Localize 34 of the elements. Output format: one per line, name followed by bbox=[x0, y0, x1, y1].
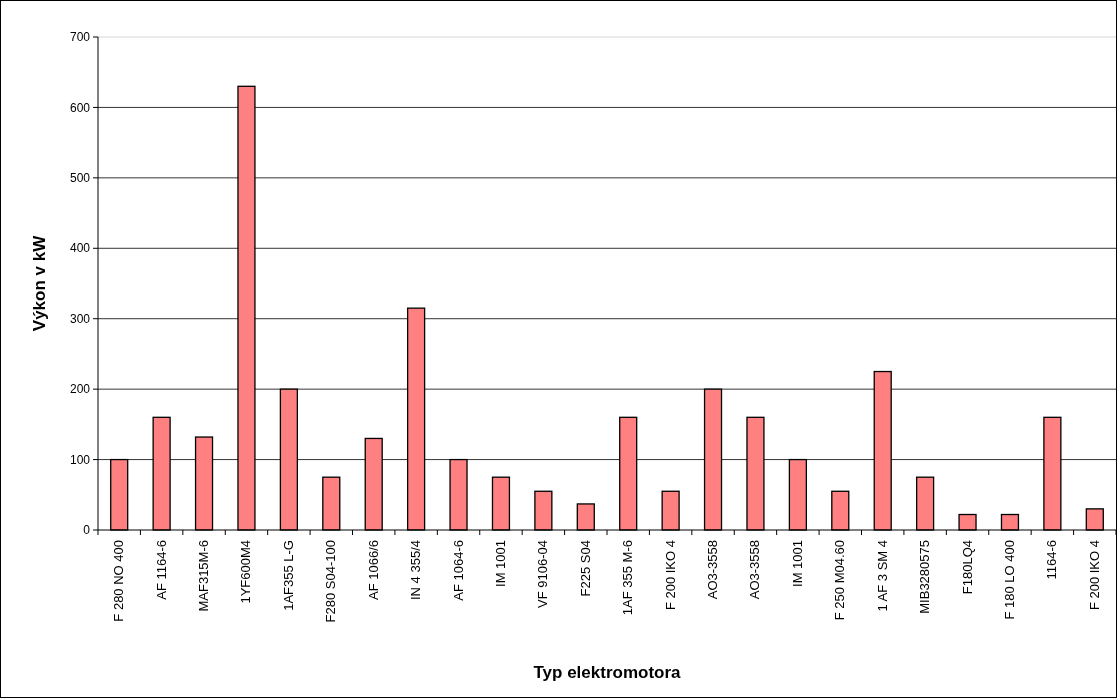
x-tick-label: AF 1064-6 bbox=[450, 540, 466, 601]
y-tick-label: 0 bbox=[83, 523, 91, 538]
y-tick-label: 100 bbox=[69, 452, 91, 467]
x-tick-label: MAF315M-6 bbox=[196, 540, 212, 612]
x-tick-label: 1AF 355 M-6 bbox=[620, 540, 636, 616]
x-tick-label: IM 1001 bbox=[492, 540, 508, 587]
x-tick-label: F225 S04 bbox=[577, 540, 593, 597]
y-axis-title: Výkon v kW bbox=[30, 234, 49, 332]
y-tick-label: 300 bbox=[69, 311, 91, 326]
x-tick-label: 1AF355 L-G bbox=[280, 540, 296, 611]
x-tick-label: F180LQ4 bbox=[959, 540, 975, 595]
x-tick-label: AO3-3558 bbox=[705, 540, 721, 600]
x-tick-label: AF 1164-6 bbox=[153, 540, 169, 600]
x-tick-label: 1YF600M4 bbox=[238, 540, 254, 604]
x-tick-label: IM 1001 bbox=[789, 540, 805, 587]
x-tick-label: F280 S04-100 bbox=[323, 540, 339, 623]
x-tick-label: MIB3280575 bbox=[917, 540, 933, 614]
x-tick-label: F 200 IKO 4 bbox=[1086, 540, 1102, 611]
x-tick-label: F 250 M04.60 bbox=[832, 540, 848, 621]
x-tick-label: 1164-6 bbox=[1044, 540, 1060, 580]
x-tick-label: AO3-3558 bbox=[747, 540, 763, 600]
x-tick-label: 1 AF 3 SM 4 bbox=[874, 540, 890, 612]
x-axis-title: Typ elektromotora bbox=[533, 663, 682, 682]
y-tick-label: 700 bbox=[69, 30, 91, 45]
y-tick-label: 600 bbox=[69, 100, 91, 115]
x-tick-label: F 200 IKO 4 bbox=[662, 540, 678, 611]
y-tick-label: 400 bbox=[69, 241, 91, 256]
x-tick-label: IN 4 355/4 bbox=[408, 540, 424, 600]
x-tick-label: F 280 NO 400 bbox=[111, 540, 127, 622]
x-tick-label: F 180 LO 400 bbox=[1001, 540, 1017, 620]
y-tick-label: 500 bbox=[69, 171, 91, 186]
x-tick-label: AF 1066/6 bbox=[365, 540, 381, 600]
x-tick-label: VF 9106-04 bbox=[535, 540, 551, 608]
y-tick-label: 200 bbox=[69, 382, 91, 397]
